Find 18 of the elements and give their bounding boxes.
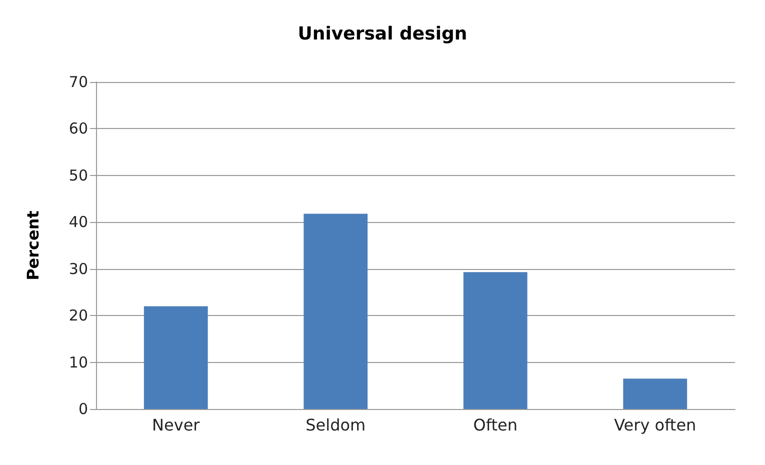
bar xyxy=(304,214,368,409)
y-tick-label: 10 xyxy=(68,353,88,372)
y-tick-label: 60 xyxy=(68,120,88,138)
y-axis-title: Percent xyxy=(24,210,42,280)
x-tick-label: Seldom xyxy=(306,416,366,434)
y-tick-label: 50 xyxy=(68,166,88,184)
bar xyxy=(144,306,208,409)
y-tick-label: 40 xyxy=(68,213,88,232)
y-tick-label: 0 xyxy=(78,400,88,418)
x-tick-label: Often xyxy=(473,416,518,434)
x-tick-label: Very often xyxy=(614,416,696,434)
x-tick-label: Never xyxy=(152,416,200,434)
bar xyxy=(463,272,528,409)
chart-title: Universal design xyxy=(298,24,468,44)
y-tick-label: 20 xyxy=(68,306,88,325)
y-tick-label: 30 xyxy=(68,260,88,278)
y-tick-label: 70 xyxy=(68,73,88,91)
bar xyxy=(623,378,688,409)
